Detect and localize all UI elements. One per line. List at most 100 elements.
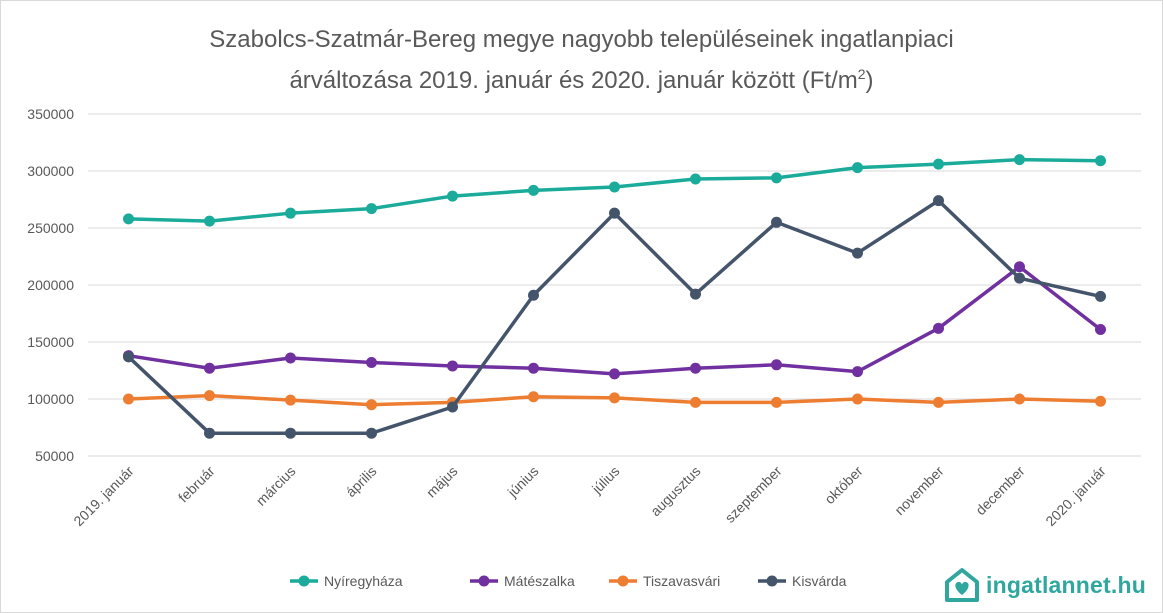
data-point: [852, 393, 863, 405]
legend-swatch-marker: [478, 575, 490, 587]
series-line: [128, 265, 1102, 376]
data-point: [1095, 290, 1106, 302]
data-point: [204, 215, 215, 227]
data-point: [1095, 155, 1106, 167]
data-point: [1095, 323, 1106, 335]
x-tick-label: március: [253, 463, 299, 509]
chart-title-unit-superscript: 2: [857, 66, 866, 82]
data-point: [690, 362, 701, 374]
data-point: [366, 357, 377, 369]
data-point: [366, 399, 377, 411]
data-point: [1014, 261, 1025, 273]
data-point: [366, 203, 377, 215]
legend-swatch-marker: [617, 575, 629, 587]
x-tick-label: augusztus: [647, 463, 703, 519]
data-point: [690, 288, 701, 300]
data-point: [609, 392, 620, 404]
gridlines: [88, 113, 1141, 457]
legend-item: Tiszavasvári: [609, 573, 720, 589]
data-point: [771, 396, 782, 408]
data-point: [771, 172, 782, 184]
y-tick-label: 150000: [27, 334, 74, 350]
data-point: [123, 351, 134, 363]
data-point: [690, 173, 701, 185]
legend-item: Nyíregyháza: [290, 573, 403, 589]
y-tick-label: 250000: [27, 220, 74, 236]
brand-logo: ingatlannet.hu: [944, 566, 1146, 604]
chart-title-close: ): [865, 67, 874, 94]
x-tick-label: október: [821, 463, 866, 508]
y-tick-label: 50000: [35, 448, 74, 464]
y-tick-label: 300000: [27, 163, 74, 179]
chart-title-line2: árváltozása 2019. január és 2020. január…: [289, 67, 858, 94]
data-point: [285, 207, 296, 219]
series-group: [123, 154, 1106, 439]
data-point: [933, 396, 944, 408]
legend-swatch-marker: [766, 575, 778, 587]
x-tick-label: december: [972, 463, 1028, 519]
legend: Nyíregyháza Mátészalka Tiszavasvári Kisvárd…: [290, 573, 847, 589]
data-point: [771, 359, 782, 371]
legend-label: Tiszavasvári: [643, 573, 720, 589]
data-point: [528, 184, 539, 196]
chart-title-line1: Szabolcs-Szatmár-Bereg megye nagyobb tel…: [209, 26, 954, 53]
data-point: [1014, 393, 1025, 405]
x-tick-label: 2020. január: [1042, 463, 1109, 530]
house-heart-icon: [945, 568, 979, 602]
legend-item: Kisvárda: [758, 573, 847, 589]
data-point: [771, 216, 782, 228]
data-point: [852, 366, 863, 378]
brand-name: ingatlannet.hu: [986, 571, 1146, 598]
x-tick-label: április: [342, 463, 379, 500]
data-point: [1014, 154, 1025, 166]
data-point: [690, 396, 701, 408]
data-point: [852, 247, 863, 259]
x-tick-label: február: [175, 463, 218, 506]
series-3: [123, 195, 1106, 439]
legend-label: Kisvárda: [792, 573, 847, 589]
legend-label: Mátészalka: [504, 573, 575, 589]
y-tick-label: 200000: [27, 277, 74, 293]
y-tick-label: 350000: [27, 106, 74, 122]
data-point: [933, 195, 944, 207]
x-tick-label: szeptember: [722, 463, 785, 526]
data-point: [366, 427, 377, 439]
data-point: [609, 181, 620, 193]
data-point: [123, 213, 134, 225]
series-0: [123, 154, 1106, 227]
data-point: [1095, 395, 1106, 407]
data-point: [204, 390, 215, 402]
data-point: [528, 289, 539, 301]
y-axis: 50000 100000 150000 200000 250000 300000 35000…: [27, 106, 74, 464]
data-point: [852, 162, 863, 174]
legend-swatch-marker: [298, 575, 310, 587]
data-point: [204, 362, 215, 374]
series-1: [123, 261, 1106, 380]
legend-item: Mátészalka: [470, 573, 575, 589]
y-tick-label: 100000: [27, 391, 74, 407]
x-tick-label: június: [504, 463, 542, 501]
x-axis: 2019. január február március április május jú…: [70, 463, 1109, 530]
x-tick-label: július: [588, 463, 623, 498]
data-point: [1014, 272, 1025, 284]
data-point: [528, 391, 539, 403]
data-point: [123, 393, 134, 405]
x-tick-label: május: [423, 463, 461, 501]
data-point: [285, 427, 296, 439]
data-point: [447, 190, 458, 202]
x-tick-label: november: [891, 463, 947, 519]
legend-label: Nyíregyháza: [324, 573, 403, 589]
data-point: [204, 427, 215, 439]
chart-title: Szabolcs-Szatmár-Bereg megye nagyobb tel…: [0, 22, 1163, 98]
data-point: [285, 394, 296, 406]
series-2: [123, 390, 1106, 411]
data-point: [528, 362, 539, 374]
data-point: [609, 368, 620, 380]
x-tick-label: 2019. január: [70, 463, 137, 530]
data-point: [933, 158, 944, 170]
data-point: [609, 207, 620, 219]
data-point: [447, 360, 458, 372]
data-point: [285, 352, 296, 364]
data-point: [933, 322, 944, 334]
